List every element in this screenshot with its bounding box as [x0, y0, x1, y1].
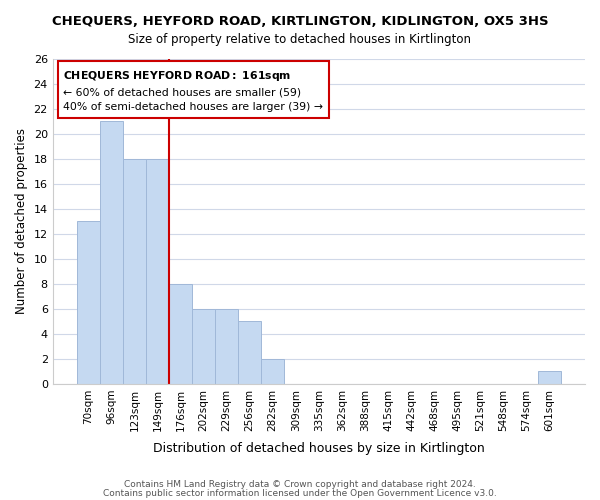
Bar	[261, 359, 284, 384]
Text: Contains public sector information licensed under the Open Government Licence v3: Contains public sector information licen…	[103, 488, 497, 498]
Bar	[100, 122, 123, 384]
Text: Size of property relative to detached houses in Kirtlington: Size of property relative to detached ho…	[128, 32, 472, 46]
Bar	[123, 159, 146, 384]
Bar	[215, 309, 238, 384]
Text: Contains HM Land Registry data © Crown copyright and database right 2024.: Contains HM Land Registry data © Crown c…	[124, 480, 476, 489]
Bar	[77, 222, 100, 384]
Bar	[146, 159, 169, 384]
Bar	[192, 309, 215, 384]
Bar	[538, 372, 561, 384]
Bar	[238, 322, 261, 384]
X-axis label: Distribution of detached houses by size in Kirtlington: Distribution of detached houses by size …	[153, 442, 485, 455]
Text: $\bf{CHEQUERS\ HEYFORD\ ROAD:\ 161sqm}$
← 60% of detached houses are smaller (59: $\bf{CHEQUERS\ HEYFORD\ ROAD:\ 161sqm}$ …	[64, 68, 323, 112]
Text: CHEQUERS, HEYFORD ROAD, KIRTLINGTON, KIDLINGTON, OX5 3HS: CHEQUERS, HEYFORD ROAD, KIRTLINGTON, KID…	[52, 15, 548, 28]
Bar	[169, 284, 192, 384]
Y-axis label: Number of detached properties: Number of detached properties	[15, 128, 28, 314]
